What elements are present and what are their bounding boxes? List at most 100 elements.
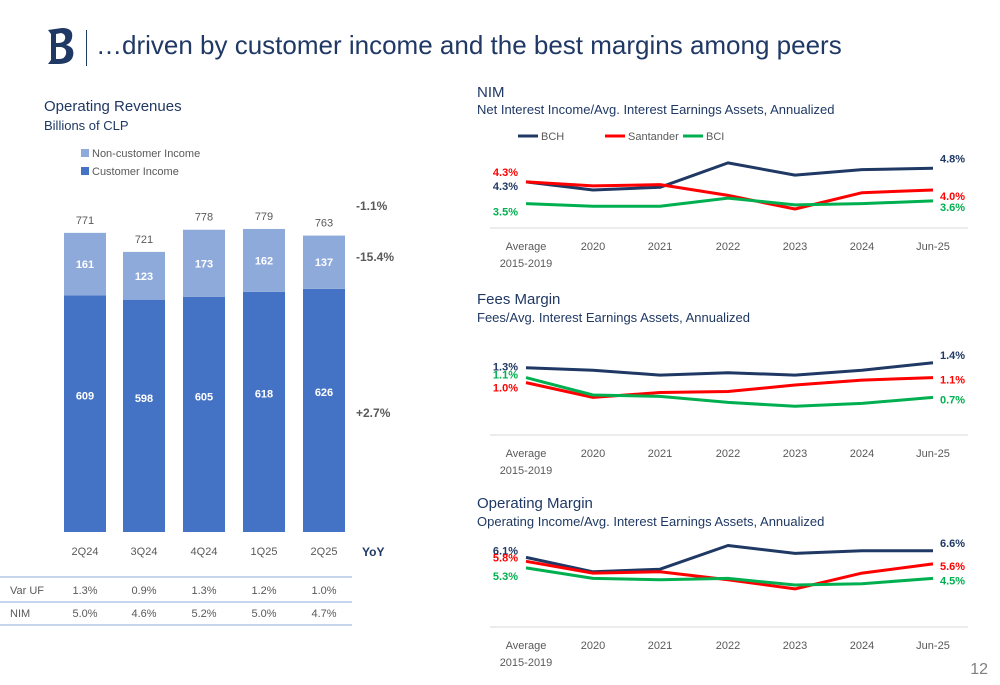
revenues-title: Operating Revenues	[44, 98, 182, 115]
data-label: 609	[76, 391, 94, 403]
table-cell: 4.7%	[311, 608, 336, 620]
last-data-label: 0.7%	[940, 394, 965, 406]
table-cell: 4.6%	[131, 608, 156, 620]
series-line-bch	[525, 544, 933, 574]
table-cell: 1.3%	[72, 585, 97, 597]
x-tick-label: 2023	[783, 448, 807, 460]
table-cell: 5.0%	[72, 608, 97, 620]
fees-subtitle: Fees/Avg. Interest Earnings Assets, Annu…	[477, 310, 750, 325]
x-tick-label: Jun-25	[916, 448, 950, 460]
legend-swatch	[81, 149, 89, 157]
last-data-label: 1.4%	[940, 350, 965, 362]
total-label: 778	[195, 212, 213, 224]
bar-customer-income	[64, 295, 106, 532]
yoy-customer-label: +2.7%	[356, 406, 391, 420]
last-data-label: 4.5%	[940, 575, 965, 587]
x-tick-label: Average	[506, 448, 547, 460]
bar-customer-income	[123, 299, 165, 532]
series-line-bch	[525, 161, 934, 192]
x-tick-label: 2023	[783, 241, 807, 253]
bar-customer-income	[243, 291, 285, 532]
revenues-subtitle: Billions of CLP	[44, 118, 129, 133]
operating-revenues-chart: Non-customer Income Customer Income 609 161…	[0, 148, 394, 626]
x-tick-label: 2015-2019	[500, 657, 553, 669]
last-data-label: 3.6%	[940, 202, 965, 214]
total-label: 779	[255, 211, 273, 223]
nim-subtitle: Net Interest Income/Avg. Interest Earnin…	[477, 102, 835, 117]
total-label: 771	[76, 215, 94, 227]
bar-non-customer-income	[243, 228, 285, 292]
legend-label: BCH	[541, 131, 564, 143]
data-label: 598	[135, 393, 153, 405]
x-tick-label: 1Q25	[251, 546, 278, 558]
x-tick-label: 3Q24	[131, 546, 158, 558]
x-tick-label: 2023	[783, 640, 807, 652]
last-data-label: 6.6%	[940, 538, 965, 550]
first-data-label: 1.0%	[493, 383, 518, 395]
x-tick-label: 2024	[850, 640, 874, 652]
bar-customer-income	[303, 288, 345, 532]
first-data-label: 6.1%	[493, 545, 518, 557]
x-tick-label: Average	[506, 640, 547, 652]
table-cell: 5.2%	[191, 608, 216, 620]
x-tick-label: 2Q25	[311, 546, 338, 558]
nim-chart: BCH Santander BCI Average 2015-2019 2020 2021 2…	[490, 131, 968, 270]
series-line-santander	[525, 559, 934, 591]
first-data-label: 5.8%	[493, 552, 518, 564]
yoy-header: YoY	[362, 545, 384, 559]
title-separator	[86, 30, 87, 66]
nim-title: NIM	[477, 84, 505, 101]
series-line-santander	[525, 180, 934, 211]
legend-label: Santander	[628, 131, 679, 143]
first-data-label: 1.1%	[493, 370, 518, 382]
x-tick-label: 2022	[716, 241, 740, 253]
x-tick-label: Jun-25	[916, 241, 950, 253]
bar-non-customer-income	[64, 232, 106, 296]
last-data-label: 4.0%	[940, 191, 965, 203]
x-tick-label: 2015-2019	[500, 465, 553, 477]
opm-subtitle: Operating Income/Avg. Interest Earnings …	[477, 514, 825, 529]
data-label: 626	[315, 387, 333, 399]
fees-margin-chart: Average 2015-2019 2020 2021 2022 2023 2024 Jun-…	[490, 350, 968, 477]
table-cell: 1.3%	[191, 585, 216, 597]
legend-label: Customer Income	[92, 166, 179, 178]
table-cell: 0.9%	[131, 585, 156, 597]
page-title: …driven by customer income and the best …	[96, 30, 842, 60]
x-tick-label: 2015-2019	[500, 258, 553, 270]
x-tick-label: 2Q24	[72, 546, 99, 558]
first-data-label: 4.3%	[493, 181, 518, 193]
legend-label: Non-customer Income	[92, 148, 200, 160]
data-label: 605	[195, 391, 213, 403]
data-label: 137	[315, 257, 333, 269]
data-label: 162	[255, 255, 273, 267]
series-line-bci	[525, 196, 934, 208]
x-tick-label: 2021	[648, 640, 672, 652]
x-tick-label: 2021	[648, 448, 672, 460]
opm-title: Operating Margin	[477, 495, 593, 512]
data-label: 173	[195, 258, 213, 270]
legend-label: BCI	[706, 131, 724, 143]
x-tick-label: 2020	[581, 448, 605, 460]
last-data-label: 1.1%	[940, 375, 965, 387]
x-tick-label: 2020	[581, 640, 605, 652]
series-line-bch	[525, 361, 934, 377]
last-data-label: 5.6%	[940, 561, 965, 573]
page-number: 12	[970, 661, 988, 678]
yoy-noncustomer-label: -15.4%	[356, 250, 394, 264]
total-label: 763	[315, 218, 333, 230]
legend-swatch	[81, 167, 89, 175]
x-tick-label: 2022	[716, 448, 740, 460]
table-cell: 5.0%	[251, 608, 276, 620]
bar-non-customer-income	[303, 235, 345, 289]
x-tick-label: Jun-25	[916, 640, 950, 652]
bar-non-customer-income	[183, 229, 225, 297]
data-label: 618	[255, 389, 273, 401]
bar-customer-income	[183, 296, 225, 532]
data-label: 161	[76, 259, 94, 271]
yoy-total-label: -1.1%	[356, 199, 388, 213]
fees-title: Fees Margin	[477, 291, 561, 308]
table-cell: 1.2%	[251, 585, 276, 597]
first-data-label: 5.3%	[493, 571, 518, 583]
table-row-label: NIM	[10, 608, 30, 620]
operating-margin-chart: Average 2015-2019 2020 2021 2022 2023 2024 Jun-…	[490, 538, 968, 669]
